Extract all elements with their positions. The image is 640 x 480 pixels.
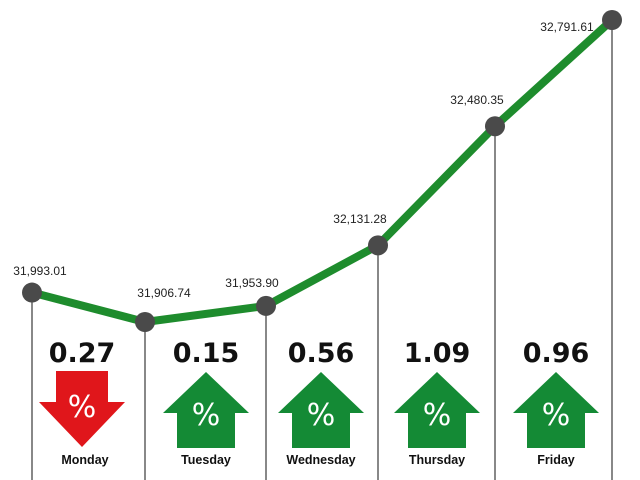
day-label-friday: Friday <box>537 453 575 467</box>
value-label-5: 32,480.35 <box>450 93 504 107</box>
percent-change-tuesday: 0.15 <box>173 338 240 369</box>
wednesday-percent-symbol: % <box>307 398 336 433</box>
tuesday-percent-symbol: % <box>192 398 221 433</box>
point-marker-1 <box>22 282 42 303</box>
percent-change-wednesday: 0.56 <box>288 338 355 369</box>
day-label-thursday: Thursday <box>409 453 465 467</box>
value-label-3: 31,953.90 <box>225 276 279 290</box>
thursday-up-arrow-icon <box>394 372 480 448</box>
point-marker-3 <box>256 295 276 316</box>
day-label-wednesday: Wednesday <box>286 453 355 467</box>
day-label-tuesday: Tuesday <box>181 453 231 467</box>
point-marker-4 <box>368 235 388 256</box>
percent-change-thursday: 1.09 <box>404 338 471 369</box>
friday-up-arrow-icon <box>513 372 599 448</box>
percent-change-monday: 0.27 <box>49 338 116 369</box>
friday-percent-symbol: % <box>542 398 571 433</box>
value-label-6: 32,791.61 <box>540 20 594 34</box>
monday-percent-symbol: % <box>68 390 97 425</box>
day-label-monday: Monday <box>61 453 108 467</box>
thursday-percent-symbol: % <box>423 398 452 433</box>
value-label-2: 31,906.74 <box>137 286 191 300</box>
value-label-4: 32,131.28 <box>333 212 387 226</box>
series-line <box>28 16 616 326</box>
wednesday-up-arrow-icon <box>278 372 364 448</box>
value-label-1: 31,993.01 <box>13 264 67 278</box>
point-marker-6 <box>602 10 622 30</box>
monday-down-arrow-icon <box>39 371 125 447</box>
series-line-layer <box>28 16 616 326</box>
tuesday-up-arrow-icon <box>163 372 249 448</box>
daily-change-panels: 0.27% Monday 0.15% Tuesday 0.56% Wednesday 1.0… <box>39 338 599 467</box>
percent-change-friday: 0.96 <box>523 338 590 369</box>
point-marker-5 <box>485 116 505 137</box>
point-markers <box>22 10 622 332</box>
point-marker-2 <box>135 312 155 332</box>
day-dividers <box>31 20 613 480</box>
value-labels: 31,993.01 31,906.74 31,953.90 32,131.28 32,4… <box>13 20 594 300</box>
